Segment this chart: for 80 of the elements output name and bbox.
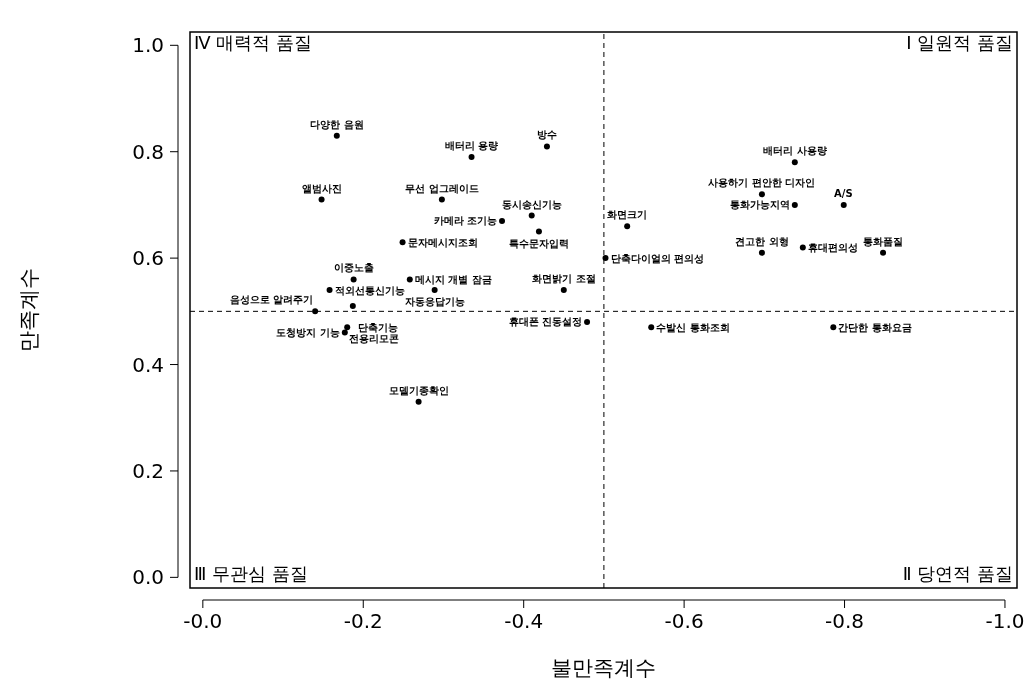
x-axis-title: 불만족계수 (551, 656, 656, 680)
y-tick-label: 0.4 (132, 352, 164, 377)
point (399, 239, 406, 246)
point (349, 303, 356, 310)
point (543, 143, 550, 150)
annotation: 화면밝기 조절 (532, 273, 596, 285)
annotation: 방수 (536, 129, 557, 141)
point (312, 308, 319, 315)
point (499, 217, 506, 224)
point (840, 201, 847, 208)
point (758, 191, 765, 198)
annotation: 단축기능 (357, 322, 398, 334)
annotation: 통화가능지역 (729, 199, 790, 211)
point (791, 159, 798, 166)
point (333, 132, 340, 139)
point (560, 287, 567, 294)
y-axis-title: 만족계수 (17, 268, 41, 352)
point (528, 212, 535, 219)
annotation: 간단한 통화요금 (838, 321, 912, 333)
x-tick-label: -0.2 (343, 609, 383, 633)
annotation: A/S (833, 187, 853, 199)
annotation: 이중노출 (333, 262, 374, 274)
y-tick-label: 0.6 (132, 246, 164, 271)
annotation: 메시지 개별 잠금 (414, 273, 492, 285)
point (584, 318, 591, 325)
annotation: 문자메시지조회 (407, 236, 478, 248)
y-tick-label: 0.2 (132, 458, 164, 483)
y-tick-label: 0.8 (132, 139, 164, 164)
annotation: 화면크기 (607, 209, 648, 221)
annotation: 음성으로 알려주기 (229, 294, 314, 306)
x-tick-label: -0.6 (664, 609, 704, 633)
point (468, 154, 475, 161)
point (318, 196, 325, 203)
annotation: 모델기종확인 (388, 384, 449, 396)
annotation: 카메라 조기능 (433, 215, 498, 227)
annotation: 사용하기 편안한 디자인 (708, 177, 816, 189)
point (431, 287, 438, 294)
annotation: 특수문자입력 (508, 237, 569, 249)
point (880, 249, 887, 256)
y-tick-label: 1.0 (132, 33, 164, 58)
annotation: 전용리모콘 (349, 333, 400, 345)
annotation: 통화품질 (863, 235, 904, 247)
annotation: 앨범사진 (301, 182, 342, 194)
annotation: Ⅱ 당연적 품질 (902, 563, 1013, 584)
x-tick-label: -0.8 (825, 609, 865, 633)
annotation: 자동응답기능 (404, 296, 465, 308)
point (648, 324, 655, 331)
point (344, 324, 351, 331)
annotation: 수발신 통화조회 (656, 321, 730, 333)
x-tick-label: -0.0 (183, 609, 223, 633)
annotation: 배터리 사용량 (763, 145, 827, 157)
point (602, 255, 609, 262)
annotation: 휴대폰 진동설정 (508, 316, 583, 328)
point (415, 398, 422, 405)
point (350, 276, 357, 283)
point (791, 201, 798, 208)
y-tick-label: 0.0 (132, 565, 164, 590)
point (438, 196, 445, 203)
annotation: 도청방지 기능 (276, 327, 340, 339)
annotation: 단축다이얼의 편의성 (610, 252, 704, 264)
annotation: Ⅰ 일원적 품질 (906, 32, 1013, 53)
annotation: 견고한 외형 (735, 235, 789, 247)
point (758, 249, 765, 256)
annotation: 다양한 음원 (310, 118, 364, 130)
annotation: Ⅳ 매력적 품질 (194, 32, 313, 53)
annotation: 동시송신기능 (501, 198, 562, 210)
point (341, 329, 348, 336)
point (799, 244, 806, 251)
x-tick-label: -0.4 (504, 609, 544, 633)
point (326, 287, 333, 294)
annotation: 휴대편의성 (807, 241, 858, 253)
point (406, 276, 413, 283)
annotation: Ⅲ 무관심 품질 (194, 563, 308, 584)
point (624, 223, 631, 230)
x-tick-label: -1.0 (985, 609, 1025, 633)
point (535, 228, 542, 235)
annotation: 배터리 용량 (444, 140, 499, 152)
annotation: 적외선통신기능 (334, 284, 405, 296)
point (830, 324, 837, 331)
annotation: 무선 업그레이드 (405, 182, 479, 194)
